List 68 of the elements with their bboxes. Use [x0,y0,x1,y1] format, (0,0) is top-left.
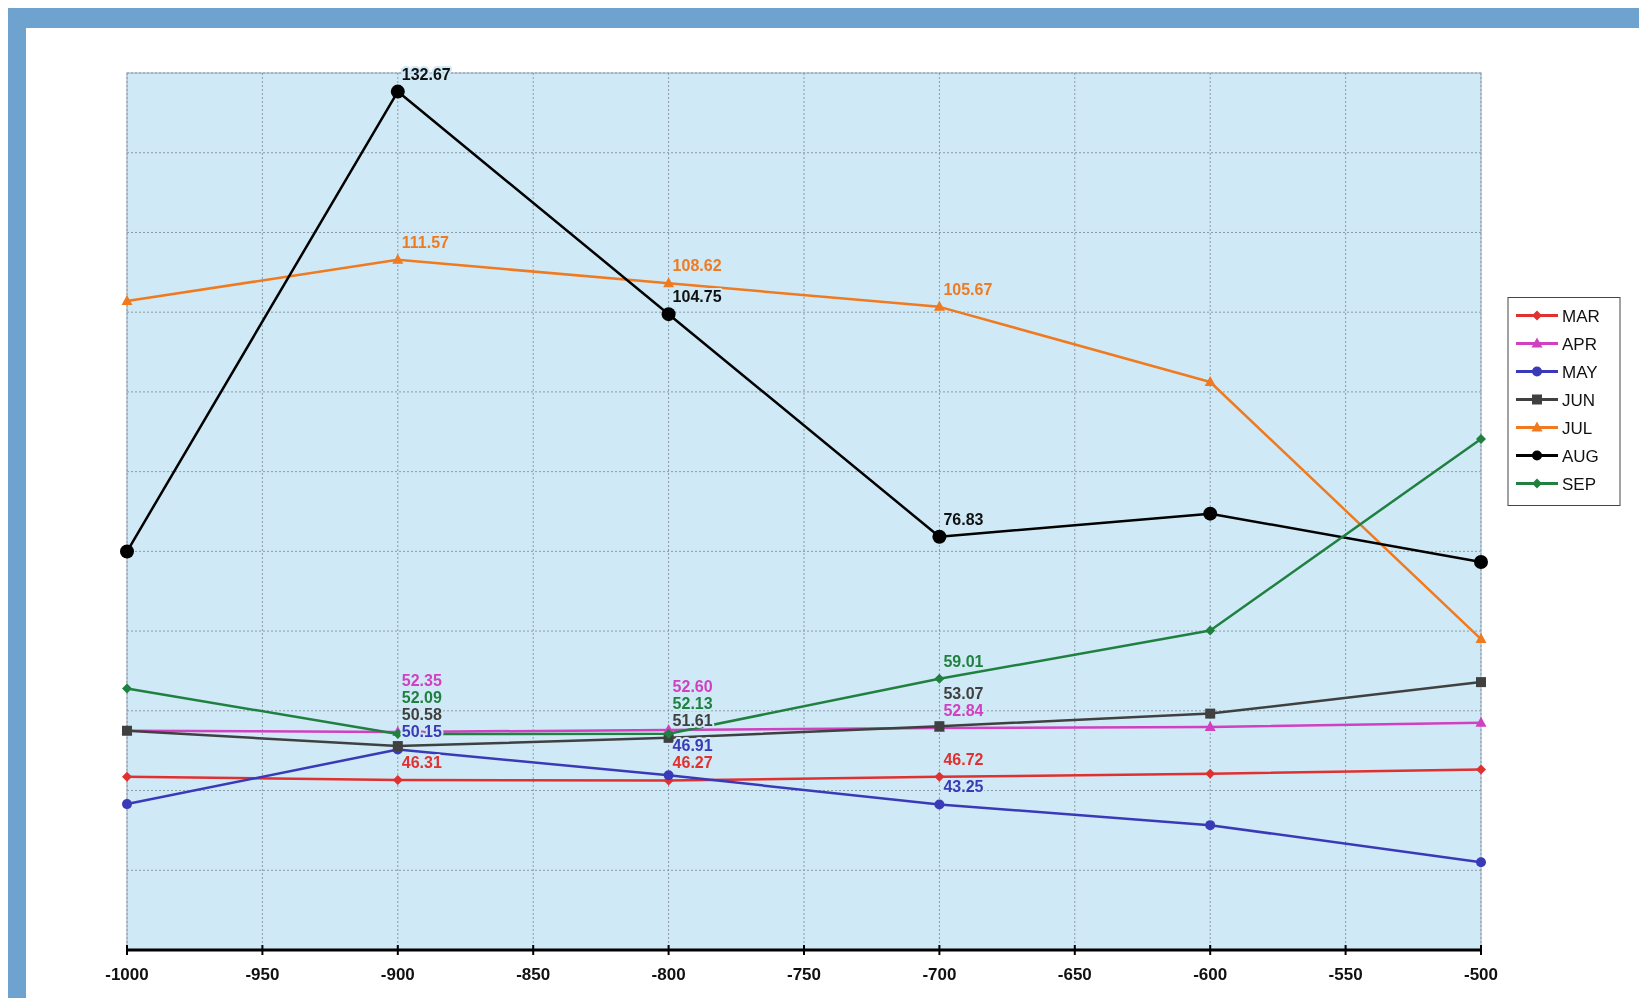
data-label: 53.07 [943,685,984,703]
data-label: 43.25 [943,778,984,796]
point [1475,716,1487,727]
data-label: 52.13 [672,694,713,712]
point [663,770,674,781]
data-label: 104.75 [672,288,722,306]
x-tick-label: -500 [1463,965,1499,984]
data-label: 111.57 [401,233,450,251]
point [1476,764,1486,775]
point [932,529,947,544]
legend-label: MAY [1562,362,1598,382]
x-tick-label: -850 [516,965,551,984]
point [934,673,945,684]
point [122,799,132,810]
data-label: 105.67 [943,280,993,298]
point [120,544,134,559]
point [1474,555,1488,570]
point [934,799,945,810]
point [933,300,945,311]
point [392,253,404,264]
data-label: 52.84 [943,702,984,720]
point [390,84,405,99]
point [661,307,676,322]
legend-label: JUL [1562,418,1593,438]
data-label: 52.09 [401,689,442,707]
point [122,771,132,782]
data-label: 132.67 [401,65,451,83]
point [934,771,945,782]
legend-label: APR [1562,334,1597,354]
x-tick-label: -1000 [105,965,149,984]
point [1203,506,1218,521]
data-label: 52.35 [401,672,442,690]
data-label: 76.83 [943,510,984,528]
x-tick-label: -750 [786,965,822,984]
point [1476,433,1486,444]
data-label: 51.61 [672,711,713,729]
point [663,728,674,739]
legend-label: MAR [1562,306,1600,326]
x-tick-label: -700 [922,965,957,984]
data-label: 46.72 [943,750,984,768]
x-tick-label: -600 [1193,965,1228,984]
x-tick-label: -900 [380,965,415,984]
point [1205,768,1216,779]
legend-label: JUN [1562,390,1596,410]
point [1475,633,1487,644]
data-label: 52.60 [672,677,713,695]
point [1476,677,1486,688]
data-label: 46.27 [672,754,713,772]
x-tick-label: -800 [651,965,686,984]
point [1205,708,1216,719]
data-label: 59.01 [943,652,984,670]
x-tick-label: -650 [1057,965,1092,984]
point [122,683,132,694]
data-label: 46.91 [672,737,713,755]
x-tick-label: -550 [1328,965,1363,984]
legend-label: SEP [1562,474,1597,494]
data-label: 108.62 [672,257,722,275]
point [663,277,675,288]
point [1476,857,1486,868]
point [1204,721,1216,731]
point [1205,625,1216,636]
legend-label: AUG [1562,446,1599,466]
data-label: 50.58 [401,706,442,724]
point [1204,376,1216,387]
data-label: 46.31 [401,754,442,772]
point [121,295,133,306]
x-tick-label: -950 [245,965,280,984]
point [1205,820,1216,831]
